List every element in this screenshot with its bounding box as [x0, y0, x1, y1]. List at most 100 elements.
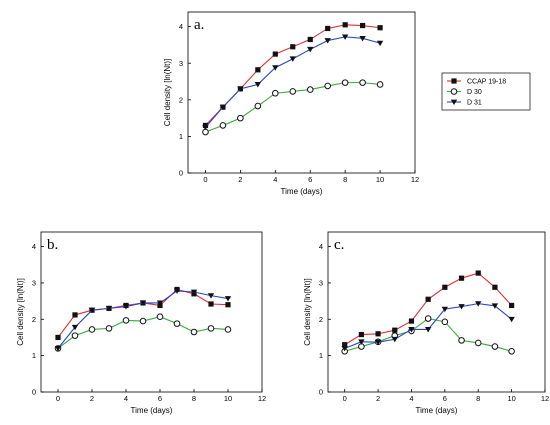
data-point	[208, 301, 214, 307]
data-point	[139, 317, 147, 325]
series-d-30	[341, 315, 515, 355]
panel-letter: c.	[334, 237, 344, 253]
data-point	[54, 345, 62, 352]
data-point	[341, 79, 349, 86]
data-point	[219, 104, 227, 111]
data-point	[374, 339, 382, 346]
data-point	[492, 284, 498, 290]
legend-marker	[450, 99, 458, 105]
data-point	[408, 318, 415, 324]
y-tick-label: 0	[319, 388, 323, 397]
data-point	[324, 82, 331, 90]
data-point	[508, 347, 515, 355]
series-d-31	[341, 301, 515, 352]
x-tick-label: 12	[411, 175, 419, 184]
data-point	[491, 343, 499, 350]
data-point	[458, 275, 465, 281]
data-point	[272, 89, 279, 97]
data-point	[441, 318, 449, 326]
data-point	[225, 302, 231, 308]
legend-label: D 30	[467, 89, 482, 96]
x-tick-label: 4	[124, 394, 128, 403]
data-point	[88, 307, 96, 314]
data-point	[307, 46, 314, 53]
y-tick-label: 3	[179, 59, 183, 68]
data-point	[359, 79, 366, 86]
series-d-30	[54, 313, 232, 352]
x-axis-label: Time (days)	[281, 187, 323, 196]
legend-marker	[450, 88, 458, 95]
data-point	[509, 302, 515, 309]
data-point	[173, 320, 181, 327]
y-axis-label: Cell density [ln(Nt)]	[303, 278, 312, 346]
x-tick-label: 10	[224, 394, 232, 403]
y-tick-label: 0	[179, 169, 183, 178]
data-point	[425, 296, 431, 302]
x-tick-label: 2	[90, 394, 94, 403]
legend-label: CCAP 19-18	[467, 79, 506, 86]
series-line	[344, 303, 512, 349]
data-point	[306, 86, 314, 93]
data-point	[424, 315, 432, 322]
data-point	[441, 306, 449, 313]
series-line	[344, 272, 513, 346]
data-point	[442, 284, 448, 290]
y-tick-label: 2	[179, 95, 183, 104]
x-tick-label: 8	[476, 394, 480, 403]
x-axis-label: Time (days)	[131, 406, 173, 415]
panel-letter: a.	[194, 17, 204, 33]
data-point	[219, 122, 227, 129]
data-point	[458, 304, 465, 310]
x-tick-label: 0	[56, 394, 60, 403]
data-point	[207, 325, 215, 332]
data-point	[377, 25, 383, 31]
data-point	[237, 114, 244, 122]
series-d-30	[202, 79, 384, 136]
data-point	[88, 326, 96, 333]
data-point	[376, 81, 384, 88]
data-point	[272, 65, 279, 71]
y-tick-label: 1	[32, 351, 36, 360]
data-point	[475, 270, 481, 276]
data-point	[72, 312, 78, 318]
data-point	[358, 339, 365, 345]
x-tick-label: 6	[443, 394, 447, 403]
y-tick-label: 4	[319, 242, 323, 251]
plot-frame	[187, 11, 416, 174]
x-tick-label: 2	[238, 175, 242, 184]
data-point	[391, 336, 398, 343]
data-point	[359, 35, 366, 42]
x-tick-label: 4	[273, 175, 277, 184]
data-point	[224, 296, 232, 302]
data-point	[325, 25, 331, 32]
data-point	[342, 342, 348, 348]
y-tick-label: 4	[32, 242, 36, 251]
series-line	[344, 317, 512, 352]
data-point	[71, 324, 79, 331]
data-point	[376, 40, 384, 47]
y-tick-label: 1	[319, 351, 323, 360]
x-tick-label: 0	[203, 175, 207, 184]
x-tick-label: 10	[376, 175, 384, 184]
data-point	[341, 345, 348, 352]
y-tick-label: 4	[179, 22, 183, 31]
series-d-31	[54, 288, 232, 352]
y-tick-label: 3	[32, 279, 36, 288]
data-point	[105, 305, 113, 312]
data-point	[508, 316, 515, 323]
x-tick-label: 10	[507, 394, 515, 403]
panel-letter: b.	[47, 237, 58, 253]
data-point	[105, 325, 113, 332]
x-tick-label: 12	[258, 394, 266, 403]
data-point	[55, 334, 61, 341]
data-point	[71, 332, 79, 339]
x-tick-label: 6	[308, 175, 312, 184]
data-point	[254, 102, 262, 110]
data-point	[156, 313, 164, 321]
data-point	[190, 289, 198, 295]
y-tick-label: 1	[179, 132, 183, 141]
data-point	[173, 288, 181, 294]
